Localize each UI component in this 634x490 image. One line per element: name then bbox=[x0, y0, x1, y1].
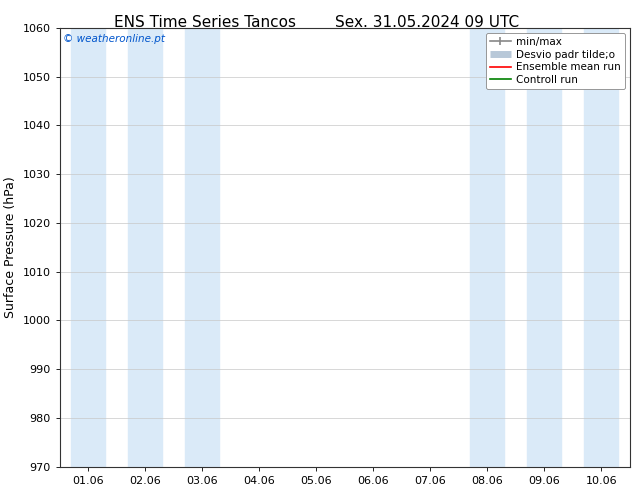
Text: © weatheronline.pt: © weatheronline.pt bbox=[63, 34, 165, 45]
Y-axis label: Surface Pressure (hPa): Surface Pressure (hPa) bbox=[4, 176, 17, 318]
Legend: min/max, Desvio padr tilde;o, Ensemble mean run, Controll run: min/max, Desvio padr tilde;o, Ensemble m… bbox=[486, 33, 624, 89]
Bar bbox=[128, 28, 162, 467]
Bar bbox=[470, 28, 505, 467]
Bar bbox=[527, 28, 562, 467]
Bar bbox=[585, 28, 618, 467]
Text: ENS Time Series Tancos        Sex. 31.05.2024 09 UTC: ENS Time Series Tancos Sex. 31.05.2024 0… bbox=[115, 15, 519, 30]
Bar bbox=[185, 28, 219, 467]
Bar bbox=[71, 28, 105, 467]
